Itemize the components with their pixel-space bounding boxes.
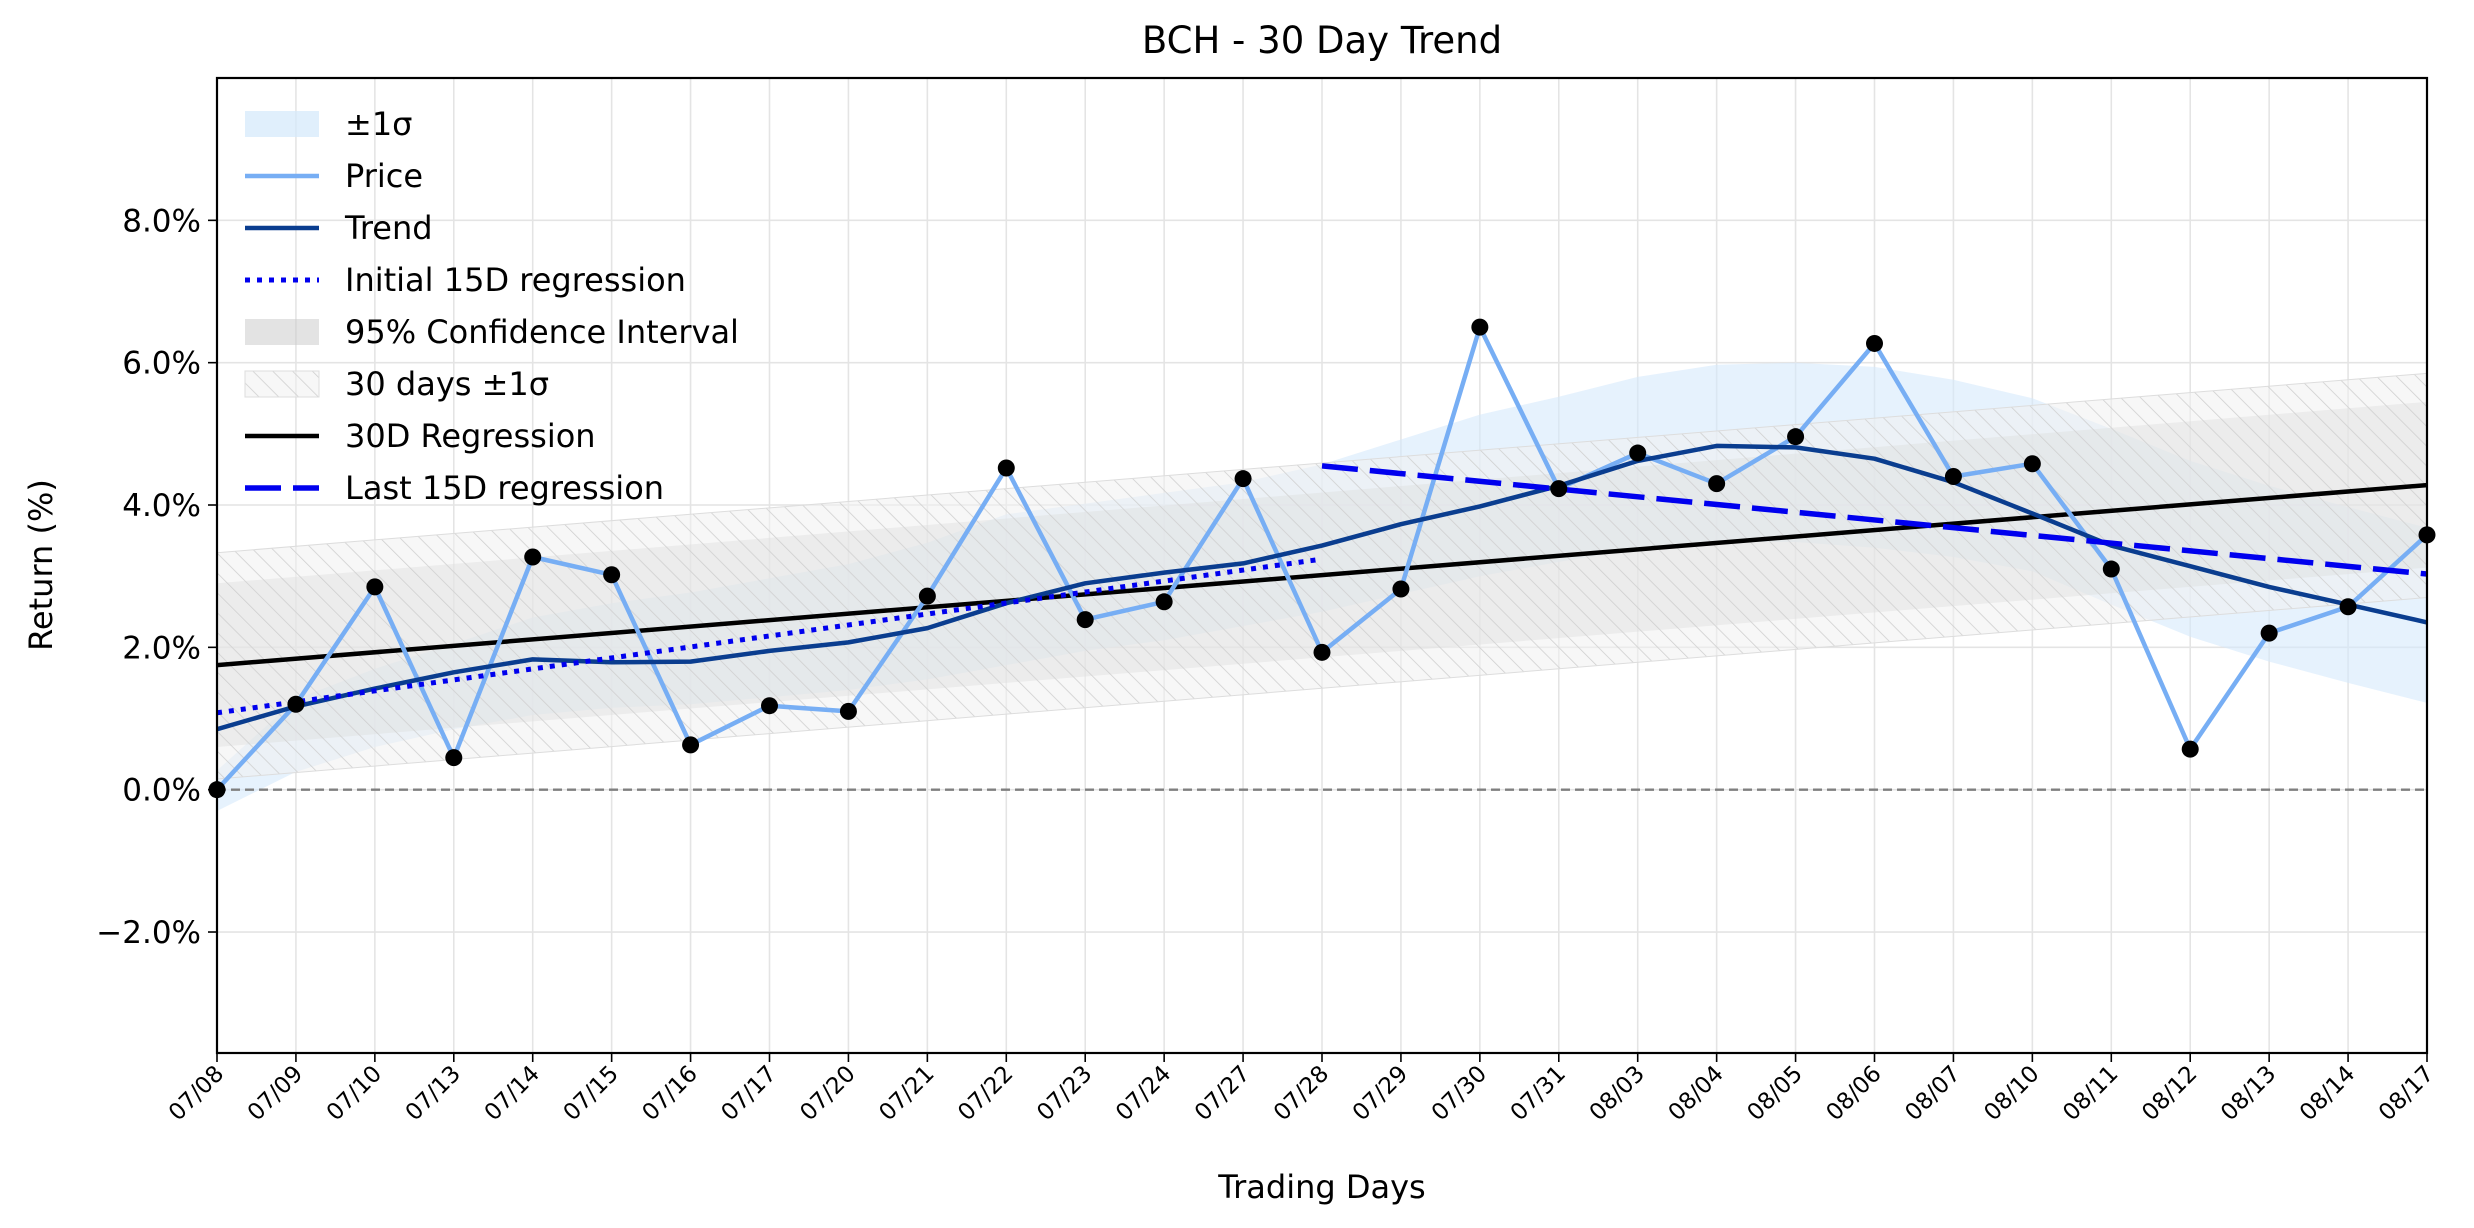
- legend-label: 30D Regression: [345, 417, 596, 455]
- x-tick-label: 07/09: [243, 1061, 308, 1126]
- price-point: [524, 548, 542, 566]
- legend-label: 95% Confidence Interval: [345, 313, 739, 351]
- x-tick-label: 08/12: [2137, 1061, 2202, 1126]
- price-point: [2339, 598, 2357, 616]
- legend-swatch-confidence: [245, 319, 319, 345]
- trend-line: [217, 443, 2427, 732]
- price-point: [603, 566, 621, 584]
- x-tick-label: 07/28: [1269, 1061, 1334, 1126]
- x-tick-label: 08/10: [1979, 1061, 2044, 1126]
- y-tick-label: 4.0%: [122, 488, 201, 524]
- x-tick-label: 07/14: [480, 1061, 545, 1126]
- y-axis-label: Return (%): [22, 479, 60, 651]
- y-tick-label: 2.0%: [122, 630, 201, 666]
- price-point: [287, 695, 305, 713]
- price-point: [682, 736, 700, 754]
- legend-label: 30 days ±1σ: [345, 365, 549, 403]
- legend-label: Last 15D regression: [345, 469, 664, 507]
- legend-label: Price: [345, 157, 423, 195]
- price-point: [1866, 334, 1883, 352]
- x-tick-label: 08/11: [2058, 1061, 2123, 1126]
- price-point: [366, 578, 384, 596]
- legend: ±1σ Price Trend Initial 15D regression 95% C…: [244, 105, 739, 507]
- price-point: [1471, 318, 1489, 336]
- x-tick-label: 08/06: [1821, 1061, 1886, 1126]
- x-tick-label: 08/05: [1743, 1061, 1808, 1126]
- x-tick-label: 07/27: [1190, 1061, 1255, 1126]
- price-point: [761, 697, 778, 715]
- y-tick-label: −2.0%: [96, 915, 201, 951]
- price-point: [1392, 580, 1410, 598]
- x-tick-label: 08/14: [2295, 1061, 2360, 1126]
- price-point: [445, 749, 463, 767]
- price-point: [918, 587, 936, 605]
- chart-title: BCH - 30 Day Trend: [1142, 19, 1502, 62]
- price-point: [2181, 740, 2199, 758]
- x-tick-label: 07/29: [1348, 1061, 1413, 1126]
- x-tick-label: 07/10: [322, 1061, 387, 1126]
- x-tick-label: 08/13: [2216, 1061, 2281, 1126]
- x-tick-label: 07/16: [638, 1061, 703, 1126]
- legend-swatch-sigma: [245, 111, 319, 137]
- y-tick-label: 0.0%: [122, 773, 201, 809]
- x-tick-label: 07/22: [953, 1061, 1018, 1126]
- x-tick-label: 07/08: [164, 1061, 229, 1126]
- price-point: [1313, 643, 1331, 661]
- x-tick-label: 07/21: [874, 1061, 939, 1126]
- y-tick-label: 8.0%: [122, 203, 201, 239]
- price-point: [1550, 480, 1568, 498]
- y-tick-label: 6.0%: [122, 346, 201, 382]
- x-tick-label: 07/15: [559, 1061, 624, 1126]
- price-point: [1708, 475, 1726, 493]
- x-tick-label: 08/03: [1585, 1061, 1650, 1126]
- last-15d-regression-line: [1321, 463, 2427, 577]
- x-tick-label: 08/17: [2374, 1061, 2439, 1126]
- price-point: [2102, 560, 2120, 578]
- x-tick-label: 07/23: [1032, 1061, 1097, 1126]
- legend-swatch-sigma-30d: [244, 370, 320, 398]
- x-tick-label: 08/04: [1664, 1061, 1729, 1126]
- price-point: [1787, 428, 1805, 446]
- price-point: [1629, 444, 1647, 462]
- price-point: [997, 459, 1015, 477]
- x-tick-label: 08/07: [1900, 1061, 1965, 1126]
- x-tick-label: 07/20: [795, 1061, 860, 1126]
- x-tick-label: 07/17: [716, 1061, 781, 1126]
- price-point: [1944, 468, 1962, 486]
- price-point: [1155, 593, 1173, 611]
- x-tick-label: 07/30: [1427, 1061, 1492, 1126]
- x-tick-label: 07/31: [1506, 1061, 1571, 1126]
- legend-label: ±1σ: [345, 105, 412, 143]
- x-tick-label: 07/13: [401, 1061, 466, 1126]
- x-tick-label: 07/24: [1111, 1061, 1176, 1126]
- legend-label: Trend: [344, 209, 433, 247]
- price-point: [839, 702, 857, 720]
- legend-label: Initial 15D regression: [345, 261, 686, 299]
- price-point: [2260, 624, 2278, 642]
- price-point: [1076, 611, 1094, 629]
- price-point: [2023, 455, 2041, 473]
- point-layer: [208, 318, 2436, 799]
- x-axis-label: Trading Days: [1217, 1168, 1425, 1206]
- regression-30d-line: [217, 482, 2427, 668]
- price-point: [1234, 470, 1252, 488]
